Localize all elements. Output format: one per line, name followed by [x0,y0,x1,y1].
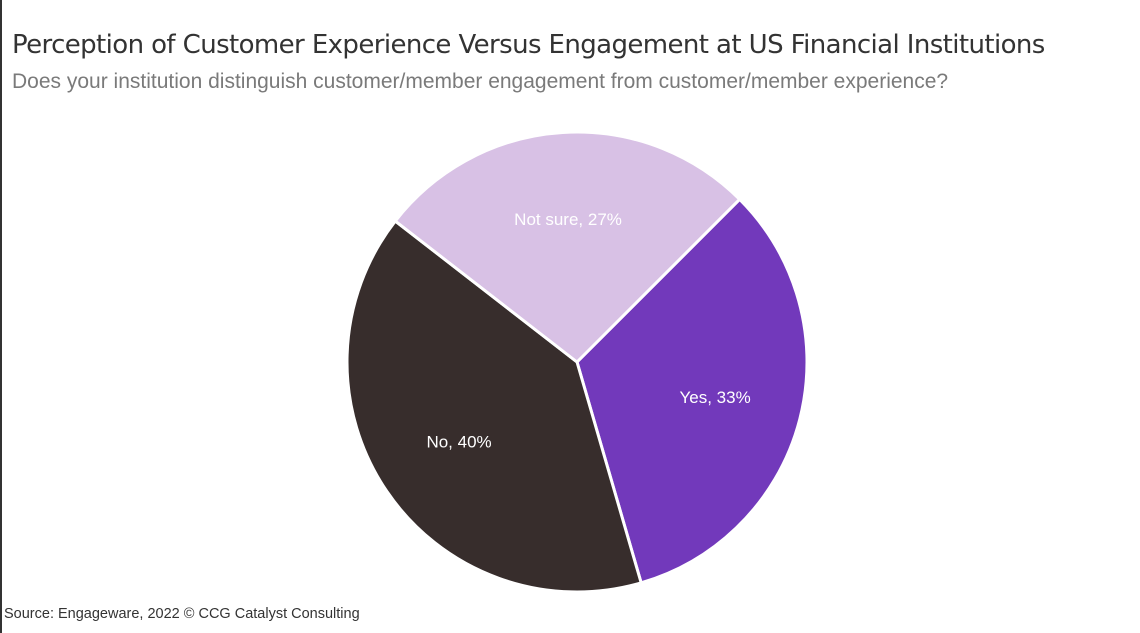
data-label-not-sure: Not sure, 27% [514,210,622,229]
data-label-yes: Yes, 33% [680,388,751,407]
pie-slice-yes [575,197,809,585]
pie-slice-not-sure [393,130,742,364]
source-note: Source: Engageware, 2022 © CCG Catalyst … [4,606,360,622]
pie-slice-no [345,219,643,594]
chart-subtitle: Does your institution distinguish custom… [12,70,949,93]
left-border [0,0,2,633]
pie-labels: Yes, 33% No, 40% Not sure, 27% [426,210,750,451]
chart-title: Perception of Customer Experience Versus… [12,30,1045,60]
pie-slices [345,130,809,594]
data-label-no: No, 40% [426,433,491,452]
